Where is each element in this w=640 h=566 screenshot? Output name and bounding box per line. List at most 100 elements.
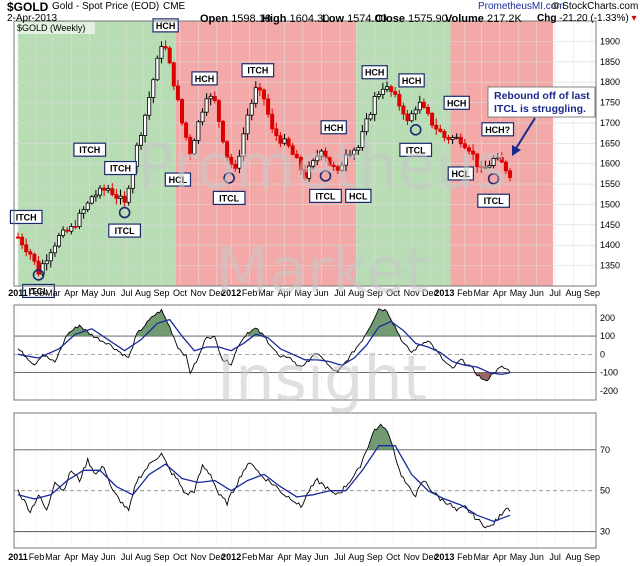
- price-x-label: Apr: [493, 288, 507, 298]
- price-candle: [179, 98, 184, 126]
- candle-body: [475, 153, 480, 168]
- price-candle: [77, 209, 82, 230]
- price-candle: [175, 79, 180, 102]
- candle-body: [282, 138, 287, 144]
- high-label: High: [262, 13, 287, 25]
- candle-body: [118, 195, 123, 199]
- candle-body: [335, 166, 340, 171]
- price-candle: [61, 226, 66, 239]
- price-candle: [384, 81, 389, 93]
- price-candle: [192, 138, 197, 156]
- price-tick-label: 1500: [600, 199, 620, 209]
- price-candle: [155, 55, 160, 82]
- cycle-label-box: [399, 142, 433, 157]
- cycle-label-box: [309, 188, 342, 203]
- candle-body: [44, 260, 49, 265]
- price-candle: [73, 219, 78, 230]
- candle-body: [487, 164, 492, 168]
- candle-body: [93, 194, 98, 198]
- price-candle: [507, 168, 512, 182]
- price-x-label: Jun: [314, 288, 329, 298]
- candle-body: [356, 147, 361, 151]
- candle-body: [360, 131, 365, 148]
- candle-body: [294, 153, 299, 158]
- candle-body: [442, 131, 447, 138]
- candle-body: [483, 166, 488, 169]
- candle-body: [114, 194, 119, 199]
- price-candle: [364, 113, 369, 136]
- price-x-label: Jun: [529, 288, 544, 298]
- osc1-fast-line: [17, 308, 511, 382]
- price-tick-label: 1550: [600, 179, 620, 189]
- cycle-label-box: [212, 190, 246, 206]
- price-candle: [421, 98, 426, 110]
- osc1-tick-label: 100: [600, 331, 615, 341]
- price-candle: [253, 81, 258, 108]
- price-candle: [479, 160, 484, 173]
- candle-body: [192, 140, 197, 155]
- candle-body: [315, 155, 320, 162]
- price-tick-label: 1750: [600, 98, 620, 108]
- cycle-label-box: [361, 65, 388, 80]
- price-candle: [102, 184, 107, 197]
- cycle-label: ITCH: [79, 145, 100, 155]
- cycle-label-box: [22, 283, 55, 299]
- cycle-label-box: [152, 18, 179, 33]
- price-x-label: Mar: [45, 288, 61, 298]
- price-candle: [495, 153, 500, 161]
- candle-body: [77, 212, 82, 227]
- candle-body: [241, 133, 246, 157]
- close-value: 1575.90: [408, 13, 448, 25]
- price-candle: [225, 140, 230, 162]
- price-candle: [319, 148, 324, 161]
- price-candle: [138, 132, 143, 150]
- price-candle: [335, 164, 340, 174]
- candle-body: [110, 188, 115, 195]
- price-candle: [434, 118, 439, 135]
- price-candle: [307, 161, 312, 182]
- price-candle: [44, 254, 49, 271]
- volume-value: 217.2K: [486, 13, 522, 25]
- bottom-x-label: Dec: [422, 552, 439, 562]
- candle-body: [233, 163, 238, 169]
- price-tick-label: 1650: [600, 138, 620, 148]
- candle-body: [261, 89, 266, 100]
- price-candle: [163, 40, 168, 51]
- bottom-x-label: Jul: [549, 552, 561, 562]
- cycle-label: ITCL: [219, 193, 239, 203]
- price-candle: [405, 109, 410, 125]
- candle-body: [89, 196, 94, 204]
- price-candle: [397, 89, 402, 111]
- candle-body: [302, 169, 307, 179]
- price-candle: [475, 152, 480, 173]
- candle-body: [270, 113, 275, 130]
- candle-body: [253, 87, 258, 104]
- candle-body: [126, 187, 131, 203]
- candle-body: [376, 93, 381, 97]
- price-candle: [188, 134, 193, 160]
- osc1-extreme-fill: [67, 325, 92, 337]
- candle-body: [159, 46, 164, 59]
- price-candle: [323, 147, 328, 162]
- price-candle: [413, 106, 418, 121]
- osc2-slow-line: [17, 445, 511, 523]
- candle-body: [323, 150, 328, 159]
- bottom-x-label: Mar: [258, 552, 274, 562]
- price-candle: [466, 144, 471, 155]
- price-candle: [454, 133, 459, 140]
- bottom-x-label: Mar: [474, 552, 490, 562]
- price-x-label: Mar: [258, 288, 274, 298]
- candle-body: [389, 86, 394, 92]
- price-candle: [302, 164, 307, 182]
- bottom-x-label: May: [510, 552, 528, 562]
- price-candle: [216, 98, 221, 128]
- candle-body: [401, 105, 406, 115]
- price-candle: [471, 144, 476, 161]
- bottom-x-label: Apr: [277, 552, 291, 562]
- price-x-label: Jul: [334, 288, 346, 298]
- cycle-low-circle-icon: [487, 172, 500, 185]
- price-x-label: 2013: [434, 288, 454, 298]
- price-candle: [458, 133, 463, 148]
- candle-body: [237, 155, 242, 169]
